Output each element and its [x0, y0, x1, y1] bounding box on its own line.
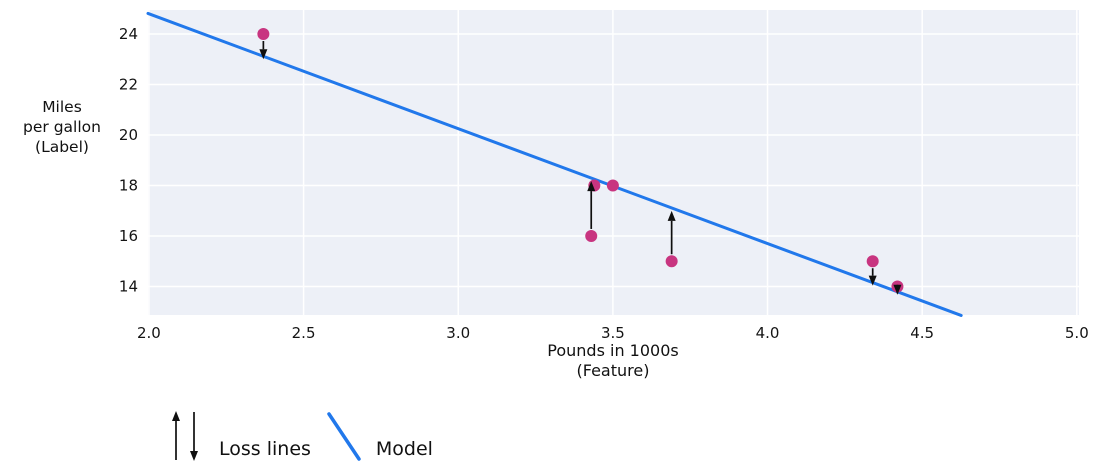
data-point — [866, 255, 879, 268]
model-line — [146, 11, 963, 317]
data-point — [585, 229, 598, 242]
y-tick-label: 16 — [119, 227, 138, 245]
data-point — [606, 179, 619, 192]
y-tick-label: 20 — [119, 126, 138, 144]
y-tick-label: 22 — [119, 75, 138, 93]
y-axis-title: Miles per gallon (Label) — [23, 98, 101, 156]
loss-lines-label: Loss lines — [219, 438, 311, 460]
loss-arrowhead — [587, 181, 596, 192]
loss-arrowhead — [667, 210, 676, 221]
data-point — [257, 27, 270, 40]
loss-arrowhead — [893, 284, 902, 295]
x-tick-label: 2.0 — [137, 324, 161, 342]
chart-legend: Loss lines Model — [166, 408, 433, 464]
loss-lines-icon — [172, 411, 198, 461]
loss-arrowhead — [259, 49, 268, 60]
model-line-icon — [327, 412, 361, 461]
x-tick-label: 2.5 — [292, 324, 316, 342]
x-tick-label: 3.0 — [446, 324, 470, 342]
y-tick-label: 18 — [119, 176, 138, 194]
x-tick-label: 3.5 — [601, 324, 625, 342]
x-axis-title: Pounds in 1000s (Feature) — [547, 341, 679, 380]
x-tick-label: 4.0 — [756, 324, 780, 342]
x-tick-label: 4.5 — [910, 324, 934, 342]
data-point — [665, 255, 678, 268]
loss-arrowhead — [868, 275, 877, 286]
scatter-plot-canvas: 14 16 18 20 22 24 2.0 2.5 3.0 3.5 4.0 4.5 5.0 — [119, 10, 1089, 342]
model-label: Model — [375, 438, 433, 460]
y-tick-label: 24 — [119, 25, 138, 43]
y-tick-label: 14 — [119, 277, 138, 295]
x-tick-label: 5.0 — [1065, 324, 1089, 342]
